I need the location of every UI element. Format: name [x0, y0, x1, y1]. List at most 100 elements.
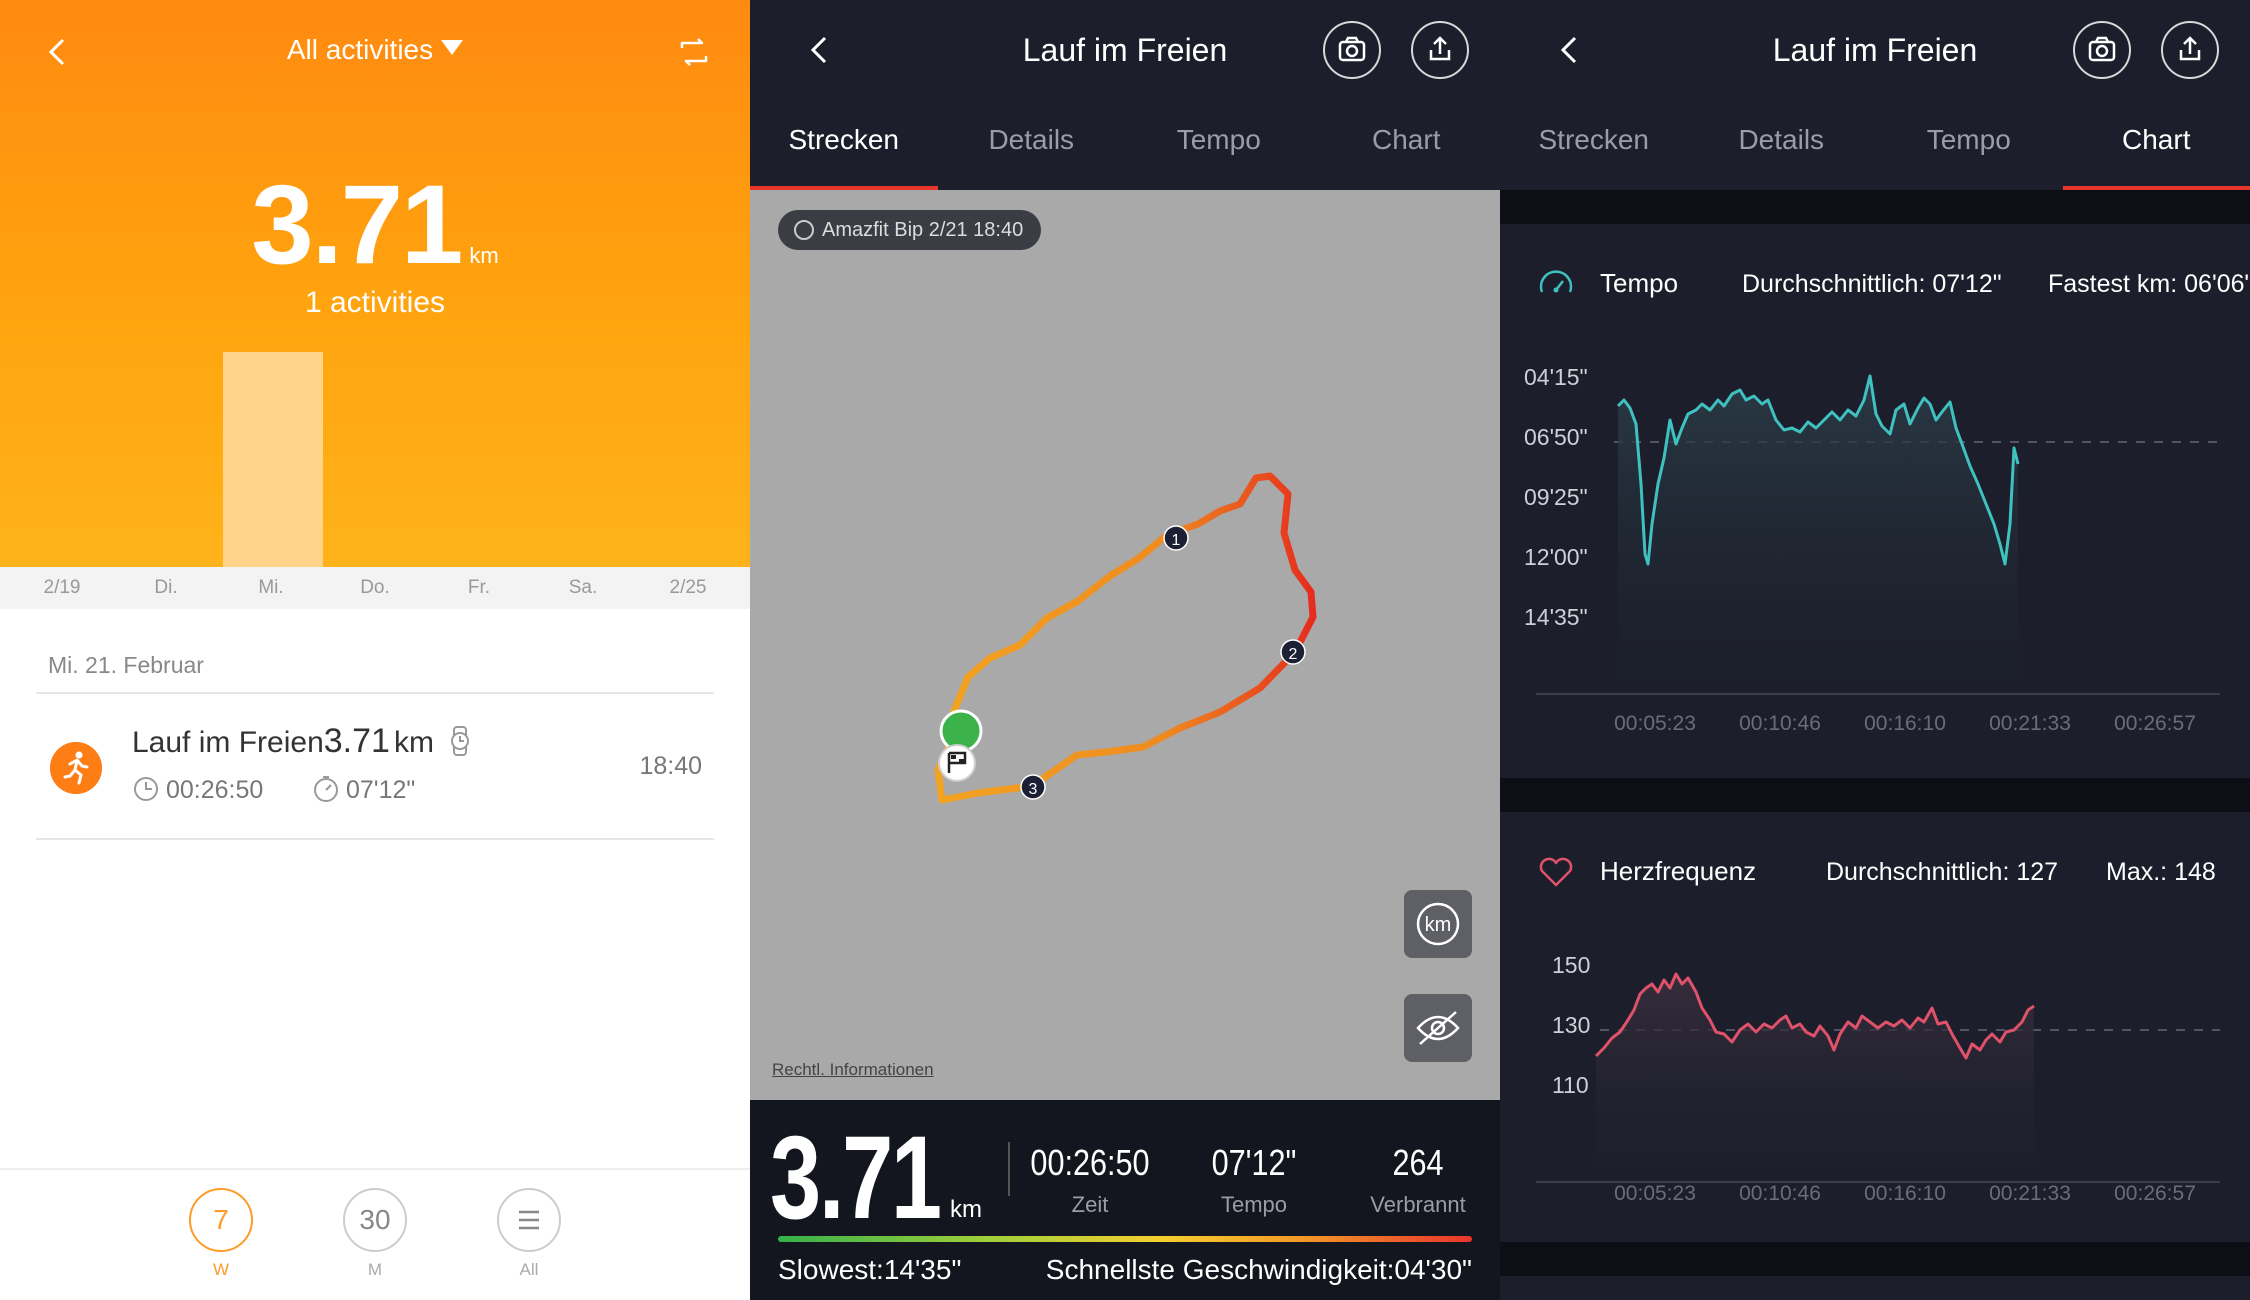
axis-label: Di.	[154, 577, 178, 598]
axis-label: 2/19	[43, 577, 81, 598]
pace-icon	[314, 776, 338, 802]
weekday-axis: 2/19 Di. Mi. Do. Fr. Sa. 2/25	[0, 567, 750, 609]
heart-card-header: Herzfrequenz Durchschnittlich: 127 Max.:…	[1500, 852, 2250, 892]
km-marker: 2	[1280, 639, 1306, 665]
y-tick: 12'00"	[1524, 544, 1588, 570]
activities-count: 1 activities	[304, 286, 446, 319]
km-marker: 3	[1020, 774, 1046, 800]
y-tick: 09'25"	[1524, 484, 1588, 510]
tab-month[interactable]: 30 M	[315, 1188, 435, 1280]
x-tick: 00:16:10	[1864, 712, 1946, 735]
x-tick: 00:21:33	[1989, 1182, 2071, 1205]
sync-icon[interactable]	[674, 32, 714, 72]
x-tick: 00:05:23	[1614, 1182, 1696, 1205]
tab-week[interactable]: 7 W	[161, 1188, 281, 1280]
axis-label: Mi.	[258, 577, 284, 598]
tab-chart[interactable]: Chart	[1372, 124, 1441, 155]
svg-text:1: 1	[1172, 532, 1181, 549]
pace-line-chart	[1536, 374, 2220, 695]
activity-distance: 3.71	[323, 722, 390, 760]
device-icon	[794, 220, 814, 240]
camera-button[interactable]	[2073, 21, 2131, 79]
clock-icon	[134, 777, 158, 801]
activity-time: 18:40	[639, 752, 702, 780]
heart-rate-series-line	[1594, 972, 2035, 1060]
tab-all[interactable]: All	[469, 1188, 589, 1280]
tab-details[interactable]: Details	[988, 124, 1075, 155]
svg-text:3: 3	[1029, 781, 1038, 798]
page-title: Lauf im Freien	[1022, 32, 1228, 68]
y-tick: 110	[1552, 1072, 1589, 1098]
x-tick: 00:26:57	[2114, 712, 2196, 735]
tab-chart[interactable]: Chart	[2062, 124, 2250, 190]
distance-unit: km	[950, 1196, 982, 1223]
tab-week-label: W	[212, 1260, 230, 1279]
hide-route-button[interactable]	[1404, 994, 1472, 1062]
camera-button[interactable]	[1323, 21, 1381, 79]
tab-tempo[interactable]: Tempo	[1926, 124, 2011, 155]
device-badge-text: Amazfit Bip 2/21 18:40	[822, 219, 1024, 241]
filter-label: All activities	[286, 34, 434, 65]
activity-pace: 07'12"	[312, 775, 415, 805]
summary-stats: 3.71 km 00:26:50 Zeit 07'12" Tempo 264 V…	[750, 1100, 1500, 1300]
calories-stat: 264 Verbrannt	[1338, 1142, 1498, 1218]
share-icon	[2179, 36, 2201, 61]
activity-distance-unit: km	[393, 726, 434, 759]
pace-card-title: Tempo	[1600, 268, 1679, 298]
time-label: Zeit	[1071, 1192, 1109, 1217]
speed-gradient-bar	[778, 1236, 1472, 1242]
share-icon	[1429, 36, 1451, 61]
tab-strecken[interactable]: Strecken	[750, 124, 938, 190]
x-tick: 00:10:46	[1739, 712, 1821, 735]
pace-value: 07'12"	[346, 776, 416, 804]
svg-text:km: km	[1425, 914, 1452, 936]
duration-value: 00:26:50	[166, 776, 264, 804]
pace-chart-card: Tempo Durchschnittlich: 07'12" Fastest k…	[1500, 224, 2250, 778]
x-tick: 00:16:10	[1864, 1182, 1946, 1205]
top-bar: All activities	[0, 30, 750, 70]
tab-details[interactable]: Details	[1738, 124, 1825, 155]
route-map[interactable]: Amazfit Bip 2/21 18:40 1 2 3 Rechtl. Inf…	[750, 190, 1500, 1100]
km-icon: km	[1416, 902, 1460, 946]
camera-icon	[1338, 36, 1366, 62]
activity-filter-dropdown[interactable]: All activities	[0, 34, 750, 66]
y-tick: 14'35"	[1524, 604, 1588, 630]
pace-value: 07'12"	[1211, 1142, 1297, 1183]
share-button[interactable]	[1411, 21, 1469, 79]
divider	[36, 692, 714, 694]
back-icon[interactable]	[1550, 30, 1590, 70]
calories-label: Verbrannt	[1370, 1192, 1466, 1217]
distance-value: 3.71	[770, 1112, 942, 1244]
legal-link[interactable]: Rechtl. Informationen	[772, 1060, 934, 1079]
detail-tabs: Strecken Details Tempo Chart	[1500, 124, 2250, 190]
axis-label: Do.	[360, 577, 390, 598]
eye-off-icon	[1416, 1011, 1460, 1045]
header: Lauf im Freien Strecken Details Tempo Ch…	[750, 0, 1500, 190]
heart-rate-chart-card: Herzfrequenz Durchschnittlich: 127 Max.:…	[1500, 812, 2250, 1242]
y-tick: 04'15"	[1524, 364, 1588, 390]
route-track: 1 2 3	[934, 472, 1317, 804]
dropdown-triangle-icon	[441, 40, 464, 55]
heart-rate-line-chart	[1536, 972, 2220, 1183]
detail-tabs: Strecken Details Tempo Chart	[750, 124, 1500, 190]
tab-month-label: M	[367, 1260, 383, 1279]
finish-flag-icon	[938, 744, 976, 782]
watch-icon	[451, 726, 470, 756]
svg-text:2: 2	[1289, 646, 1298, 663]
back-icon[interactable]	[800, 30, 840, 70]
back-icon[interactable]	[38, 32, 78, 72]
running-icon	[50, 742, 102, 794]
km-toggle-button[interactable]: km	[1404, 890, 1472, 958]
tab-tempo[interactable]: Tempo	[1176, 124, 1261, 155]
total-distance-unit: km	[469, 243, 499, 268]
date-header: Mi. 21. Februar	[48, 652, 204, 678]
axis-label: Fr.	[467, 577, 491, 598]
divider	[36, 838, 714, 840]
pace-average: Durchschnittlich: 07'12"	[1742, 270, 2002, 298]
day-bar-wednesday[interactable]	[223, 352, 323, 567]
km-marker: 1	[1163, 525, 1189, 551]
pace-card-header: Tempo Durchschnittlich: 07'12" Fastest k…	[1500, 264, 2250, 304]
heart-icon	[1539, 857, 1573, 887]
tab-strecken[interactable]: Strecken	[1538, 124, 1650, 155]
share-button[interactable]	[2161, 21, 2219, 79]
